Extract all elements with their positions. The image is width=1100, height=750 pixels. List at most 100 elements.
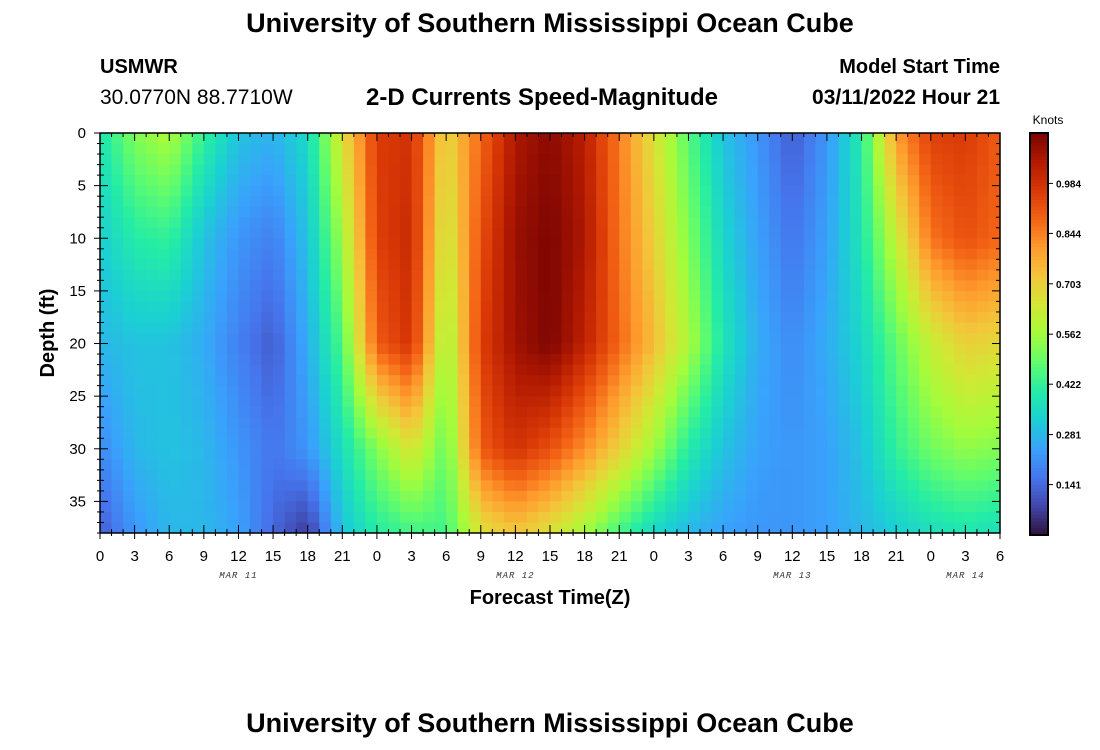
heatmap-cell	[746, 343, 759, 355]
heatmap-cell	[676, 490, 690, 503]
heatmap-cell	[100, 354, 113, 366]
heatmap-cell	[988, 427, 1000, 439]
colorbar-swatch	[1030, 236, 1048, 241]
heatmap-cell	[688, 469, 701, 481]
heatmap-cell	[434, 511, 447, 524]
heatmap-cell	[100, 375, 113, 387]
heatmap-cell	[815, 511, 828, 524]
heatmap-cell	[330, 343, 343, 355]
heatmap-cell	[215, 143, 228, 155]
heatmap-cell	[261, 290, 274, 303]
heatmap-cell	[838, 480, 851, 492]
heatmap-cell	[423, 417, 436, 429]
heatmap-cell	[838, 280, 851, 292]
heatmap-cell	[792, 290, 805, 303]
heatmap-cell	[688, 375, 701, 387]
heatmap-cell	[203, 238, 216, 250]
heatmap-cell	[342, 501, 355, 513]
heatmap-cell	[250, 375, 263, 387]
heatmap-cell	[492, 480, 505, 492]
heatmap-cell	[757, 480, 770, 492]
heatmap-cell	[861, 480, 874, 492]
heatmap-cell	[665, 259, 678, 271]
heatmap-cell	[330, 511, 343, 524]
heatmap-cell	[653, 354, 666, 366]
heatmap-cell	[676, 375, 690, 387]
heatmap-cell	[215, 154, 228, 166]
heatmap-cell	[423, 185, 436, 197]
heatmap-cell	[734, 301, 747, 313]
heatmap-cell	[273, 459, 286, 471]
heatmap-cell	[838, 185, 851, 197]
heatmap-cell	[734, 459, 747, 471]
heatmap-cell	[319, 354, 332, 366]
heatmap-cell	[584, 311, 597, 324]
heatmap-cell	[330, 406, 343, 418]
heatmap-cell	[780, 375, 793, 387]
heatmap-cell	[769, 164, 782, 176]
heatmap-cell	[653, 322, 666, 334]
x-tick-label: 6	[719, 548, 727, 565]
heatmap-cell	[815, 438, 828, 450]
heatmap-cell	[503, 290, 516, 303]
heatmap-cell	[457, 501, 470, 513]
heatmap-cell	[169, 375, 182, 387]
heatmap-cell	[896, 290, 909, 303]
heatmap-cell	[746, 259, 759, 271]
heatmap-cell	[550, 206, 563, 218]
heatmap-cell	[146, 185, 159, 197]
heatmap-cell	[965, 133, 978, 145]
heatmap-cell	[192, 143, 205, 155]
heatmap-cell	[342, 490, 355, 503]
heatmap-cell	[111, 238, 124, 250]
heatmap-cell	[400, 490, 413, 503]
heatmap-cell	[480, 164, 493, 176]
heatmap-cell	[584, 175, 597, 187]
heatmap-cell	[492, 501, 505, 513]
heatmap-cell	[723, 133, 736, 145]
heatmap-cell	[250, 206, 263, 218]
heatmap-cell	[596, 185, 609, 197]
heatmap-cell	[642, 227, 655, 239]
heatmap-cell	[330, 385, 343, 397]
heatmap-cell	[850, 259, 863, 271]
heatmap-cell	[284, 322, 297, 334]
heatmap-cell	[930, 154, 943, 166]
heatmap-cell	[273, 196, 286, 208]
heatmap-cell	[203, 501, 216, 513]
colorbar-swatch	[1030, 149, 1048, 154]
heatmap-cell	[434, 364, 447, 376]
heatmap-cell	[411, 322, 424, 334]
heatmap-cell	[365, 417, 378, 429]
heatmap-cell	[607, 490, 620, 503]
heatmap-cell	[446, 459, 459, 471]
heatmap-cell	[619, 248, 632, 260]
heatmap-cell	[388, 290, 401, 303]
heatmap-cell	[100, 164, 113, 176]
heatmap-cell	[319, 406, 332, 418]
heatmap-cell	[123, 248, 136, 260]
heatmap-cell	[815, 364, 828, 376]
heatmap-cell	[330, 248, 343, 260]
heatmap-cell	[400, 427, 413, 439]
heatmap-cell	[100, 185, 113, 197]
heatmap-cell	[469, 459, 482, 471]
heatmap-cell	[261, 333, 274, 345]
heatmap-cell	[319, 364, 332, 376]
heatmap-cell	[584, 280, 597, 292]
heatmap-cell	[965, 290, 978, 303]
heatmap-cell	[469, 133, 482, 145]
heatmap-cell	[561, 333, 574, 345]
heatmap-cell	[123, 259, 136, 271]
colorbar-swatch	[1030, 317, 1048, 322]
heatmap-cell	[700, 438, 713, 450]
heatmap-cell	[584, 217, 597, 229]
heatmap-cell	[550, 311, 563, 324]
heatmap-cell	[769, 248, 782, 260]
heatmap-cell	[226, 290, 240, 303]
heatmap-cell	[873, 385, 886, 397]
heatmap-cell	[203, 417, 216, 429]
colorbar-swatch	[1030, 330, 1048, 335]
heatmap-cell	[284, 196, 297, 208]
heatmap-cell	[423, 248, 436, 260]
